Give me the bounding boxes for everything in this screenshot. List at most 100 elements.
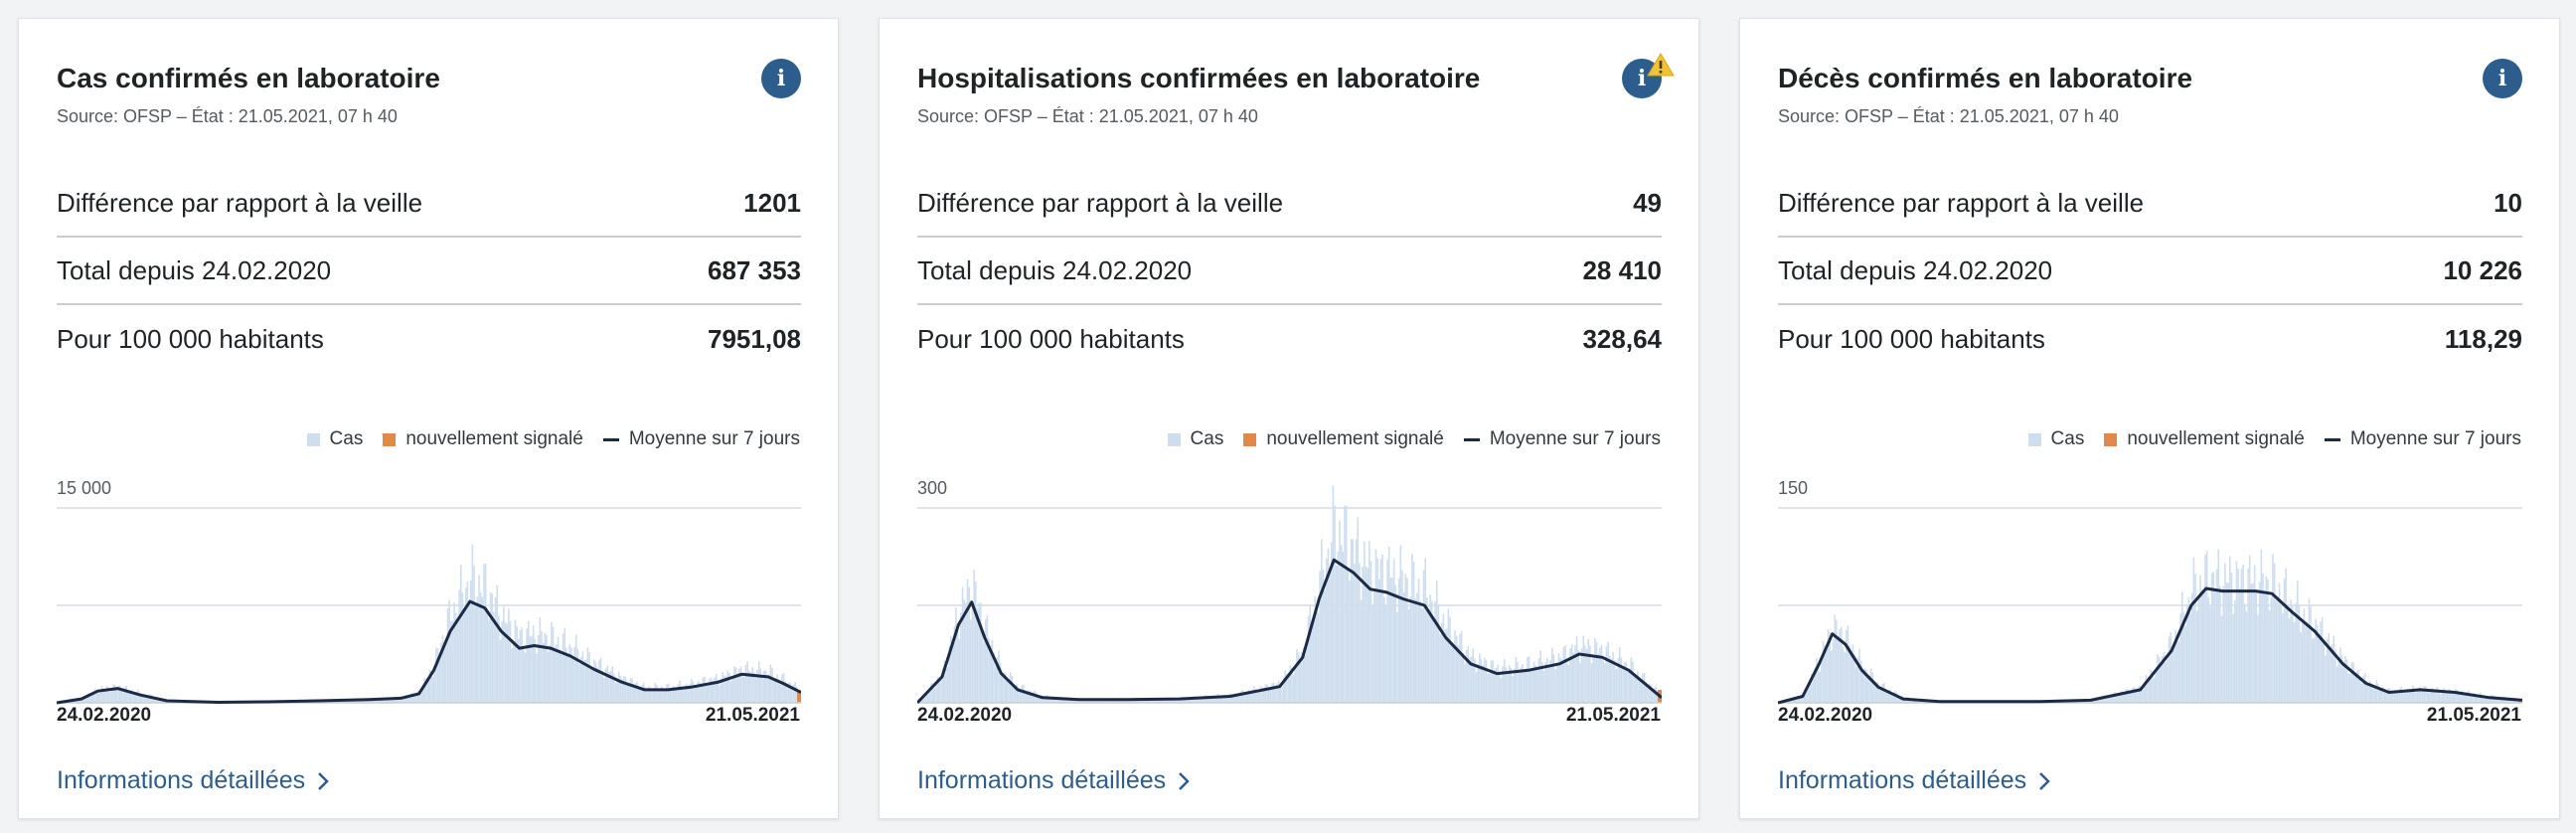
bar-mark [2494,697,2496,703]
stat-value: 7951,08 [708,323,801,354]
stat-label: Pour 100 000 habitants [917,323,1185,354]
bar-mark [724,675,725,703]
legend-item-cas[interactable]: Cas [1167,428,1223,450]
details-link[interactable]: Informations détaillées [57,766,329,795]
bar-mark [536,653,538,703]
bar-mark [1394,584,1397,703]
info-icon[interactable]: i [2483,59,2522,98]
bar-mark [542,642,545,703]
bar-mark [709,678,711,703]
bar-mark [2466,691,2469,703]
bar-mark [1495,667,1498,703]
bar-mark [1292,675,1295,703]
bar-mark [1544,662,1546,703]
stat-label: Total depuis 24.02.2020 [917,254,1193,285]
bar-mark [2147,677,2149,703]
legend-item-new[interactable]: nouvellement signalé [1243,428,1444,450]
info-icon[interactable]: i [761,59,801,98]
bar-mark [2110,695,2113,703]
stats-table: Différence par rapport à la veille 10 To… [1778,170,2522,373]
bar-mark [405,695,407,703]
legend-item-avg[interactable]: Moyenne sur 7 jours [1463,428,1661,450]
bar-mark [923,695,926,703]
legend-item-new[interactable]: nouvellement signalé [383,428,583,450]
bar-mark [955,607,957,703]
bar-mark [573,646,575,703]
bar-mark [2150,669,2153,703]
bar-mark [2352,662,2354,703]
bar-mark [1291,667,1293,703]
bar-mark [2135,689,2138,703]
bar-mark [2416,690,2419,703]
bar-mark [143,694,146,703]
bar-mark [1236,693,1239,703]
bar-mark [1623,662,1626,703]
bar-mark [1362,566,1365,703]
details-link-label: Informations détaillées [1778,766,2027,794]
bar-mark [1542,670,1545,703]
bar-mark [1231,696,1234,703]
bar-mark [537,634,540,703]
legend-item-avg[interactable]: Moyenne sur 7 jours [602,428,800,450]
bar-mark [1638,676,1641,703]
bar-mark [634,683,637,703]
bar-mark [1261,687,1263,703]
legend-label: nouvellement signalé [405,428,583,449]
legend-item-cas[interactable]: Cas [306,428,363,450]
legend-item-cas[interactable]: Cas [2027,428,2084,450]
bar-mark [656,685,658,703]
bar-mark [712,680,715,703]
bar-mark [1849,644,1851,703]
bar-mark [2119,694,2121,703]
bar-mark [2190,592,2193,703]
bar-mark [2152,671,2154,703]
bar-mark [421,684,424,703]
bar-mark [759,668,762,703]
bar-mark [2476,696,2479,703]
bar-mark [2214,590,2216,703]
details-link[interactable]: Informations détaillées [917,766,1190,795]
bar-mark [133,694,136,703]
x-end-label: 21.05.2021 [1565,705,1661,726]
bar-mark [415,692,417,703]
bar-mark [440,642,442,703]
bar-mark [1182,697,1185,703]
bar-mark [1311,623,1313,703]
bar-mark [531,635,533,703]
bar-mark [2290,599,2292,703]
bar-mark [734,667,737,703]
bar-mark [1377,579,1380,703]
details-link[interactable]: Informations détaillées [1778,766,2050,795]
bar-mark [1590,663,1593,703]
bar-mark [493,611,495,703]
bar-mark [95,690,98,703]
bar-mark [621,679,623,703]
bar-mark [1587,638,1590,703]
bar-mark [2288,618,2291,703]
bar-mark [1794,699,1797,703]
bar-mark [2328,632,2331,703]
bar-mark [624,677,627,703]
bar-mark [1858,648,1860,703]
bar-mark [1493,669,1496,703]
bar-mark [2099,698,2101,703]
bar-mark [2102,695,2105,703]
bar-mark [968,586,970,703]
bar-mark [1460,630,1463,703]
bar-mark [1213,697,1215,703]
bar-mark [1207,696,1209,703]
bar-mark [498,615,500,703]
bar-mark [1397,578,1400,703]
bar-mark [632,683,635,703]
bar-mark [1186,697,1188,703]
bar-mark [1839,629,1841,703]
bar-mark [1109,699,1112,703]
bar-mark [383,698,385,703]
legend-item-avg[interactable]: Moyenne sur 7 jours [2324,428,2521,450]
bar-mark [1812,674,1815,703]
legend-item-new[interactable]: nouvellement signalé [2104,428,2305,450]
bar-mark [998,649,1000,703]
bar-mark [666,683,668,703]
bar-mark [97,693,100,703]
bar-mark [1618,647,1621,703]
